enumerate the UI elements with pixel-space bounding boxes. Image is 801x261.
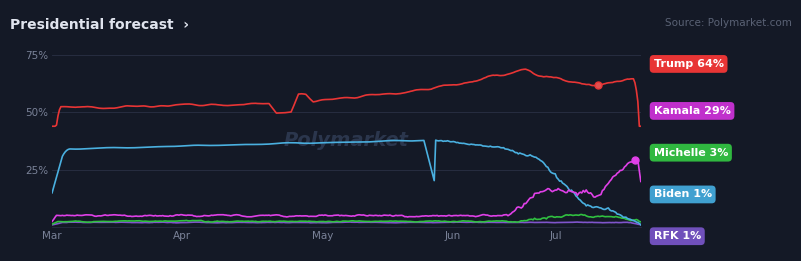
Text: Source: Polymarket.com: Source: Polymarket.com (665, 18, 791, 28)
Text: Michelle 3%: Michelle 3% (654, 148, 728, 158)
Text: RFK 1%: RFK 1% (654, 231, 701, 241)
Text: Presidential forecast  ›: Presidential forecast › (10, 18, 188, 32)
Text: Biden 1%: Biden 1% (654, 189, 712, 199)
Text: Kamala 29%: Kamala 29% (654, 106, 731, 116)
Text: Trump 64%: Trump 64% (654, 59, 723, 69)
Text: Polymarket: Polymarket (284, 131, 409, 150)
